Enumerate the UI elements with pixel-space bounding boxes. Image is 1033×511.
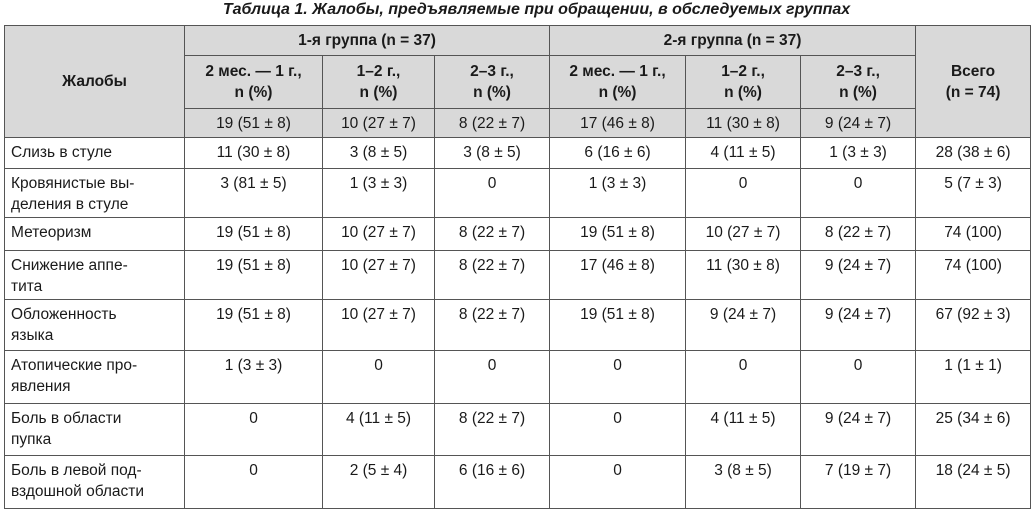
cell-value: 10 (27 ± 7) <box>322 217 435 251</box>
cell-value: 0 <box>685 168 802 218</box>
cell-value: 0 <box>800 350 917 404</box>
group-count: 10 (27 ± 7) <box>322 108 435 138</box>
data-row: Слизь в стуле 11 (30 ± 8) 3 (8 ± 5) 3 (8 ± … <box>4 137 1032 169</box>
cell-value: 3 (8 ± 5) <box>685 455 802 509</box>
cell-value: 67 (92 ± 3) <box>915 299 1032 351</box>
cell-value: 11 (30 ± 8) <box>184 137 323 169</box>
header-row: Жалобы 1-я группа (n = 37) 2-я группа (n =… <box>4 25 1032 138</box>
cell-value: 3 (8 ± 5) <box>322 137 435 169</box>
group-count: 19 (51 ± 8) <box>184 108 323 138</box>
cell-value: 10 (27 ± 7) <box>322 250 435 300</box>
cell-value: 19 (51 ± 8) <box>549 299 687 351</box>
count-row: 19 (51 ± 8) 10 (27 ± 7) 8 (22 ± 7) 17 (46 ±… <box>5 108 1031 138</box>
cell-value: 74 (100) <box>915 217 1032 251</box>
table-body: Слизь в стуле 11 (30 ± 8) 3 (8 ± 5) 3 (8 ± … <box>4 137 1032 509</box>
age-header: 2–3 г., n (%) <box>433 55 551 109</box>
cell-value: 0 <box>549 350 687 404</box>
cell-value: 9 (24 ± 7) <box>685 299 802 351</box>
cell-value: 25 (34 ± 6) <box>915 403 1032 456</box>
cell-value: 4 (11 ± 5) <box>685 403 802 456</box>
cell-value: 17 (46 ± 8) <box>549 250 687 300</box>
data-row: Атопические про- явления 1 (3 ± 3) 0 0 0 0 0 1 … <box>4 350 1032 404</box>
age-header: 1–2 г., n (%) <box>322 55 435 109</box>
cell-value: 0 <box>685 350 802 404</box>
complaint-label: Метеоризм <box>4 217 185 251</box>
cell-value: 1 (3 ± 3) <box>322 168 435 218</box>
data-row: Боль в области пупка 0 4 (11 ± 5) 8 (22 ± 7… <box>4 403 1032 456</box>
cell-value: 1 (3 ± 3) <box>549 168 687 218</box>
group-count: 17 (46 ± 8) <box>549 108 687 138</box>
cell-value: 74 (100) <box>915 250 1032 300</box>
complaints-header: Жалобы <box>4 25 185 138</box>
complaint-label: Боль в области пупка <box>4 403 185 456</box>
cell-value: 0 <box>184 455 323 509</box>
group-count: 9 (24 ± 7) <box>800 108 917 138</box>
cell-value: 8 (22 ± 7) <box>433 217 551 251</box>
cell-value: 0 <box>322 350 435 404</box>
data-row: Метеоризм 19 (51 ± 8) 10 (27 ± 7) 8 (22 ± 7… <box>4 217 1032 251</box>
data-row: Снижение аппе- тита 19 (51 ± 8) 10 (27 ± 7… <box>4 250 1032 300</box>
cell-value: 1 (1 ± 1) <box>915 350 1032 404</box>
cell-value: 28 (38 ± 6) <box>915 137 1032 169</box>
data-row: Кровянистые вы- деления в стуле 3 (81 ± 5… <box>4 168 1032 218</box>
cell-value: 8 (22 ± 7) <box>800 217 917 251</box>
table-head: Жалобы 1-я группа (n = 37) 2-я группа (n =… <box>4 25 1032 138</box>
cell-value: 19 (51 ± 8) <box>184 217 323 251</box>
age-header: 1–2 г., n (%) <box>685 55 802 109</box>
table-title: Таблица 1. Жалобы, предъявляемые при обр… <box>222 1 851 18</box>
subheader-row: 2 мес. — 1 г., n (%) 1–2 г., n (%) 2–3 г.,… <box>5 55 1031 109</box>
total-header: Всего (n = 74) <box>915 25 1032 138</box>
age-header: 2–3 г., n (%) <box>800 55 917 109</box>
cell-value: 19 (51 ± 8) <box>184 250 323 300</box>
cell-value: 18 (24 ± 5) <box>915 455 1032 509</box>
cell-value: 9 (24 ± 7) <box>800 299 917 351</box>
cell-value: 4 (11 ± 5) <box>685 137 802 169</box>
cell-value: 5 (7 ± 3) <box>915 168 1032 218</box>
data-row: Обложенность языка 19 (51 ± 8) 10 (27 ± 7)… <box>4 299 1032 351</box>
cell-value: 3 (81 ± 5) <box>184 168 323 218</box>
cell-value: 0 <box>549 455 687 509</box>
data-row: Боль в левой под- вздошной области 0 2 (5 … <box>4 455 1032 509</box>
cell-value: 0 <box>433 168 551 218</box>
cell-value: 8 (22 ± 7) <box>433 299 551 351</box>
cell-value: 2 (5 ± 4) <box>322 455 435 509</box>
cell-value: 11 (30 ± 8) <box>685 250 802 300</box>
cell-value: 19 (51 ± 8) <box>549 217 687 251</box>
cell-value: 0 <box>184 403 323 456</box>
cell-value: 6 (16 ± 6) <box>433 455 551 509</box>
cell-value: 8 (22 ± 7) <box>433 403 551 456</box>
cell-value: 3 (8 ± 5) <box>433 137 551 169</box>
complaint-label: Кровянистые вы- деления в стуле <box>4 168 185 218</box>
cell-value: 7 (19 ± 7) <box>800 455 917 509</box>
age-header: 2 мес. — 1 г., n (%) <box>184 55 323 109</box>
cell-value: 1 (3 ± 3) <box>800 137 917 169</box>
complaint-label: Слизь в стуле <box>4 137 185 169</box>
group-header: 1-я группа (n = 37) <box>183 25 551 56</box>
group-header: 2-я группа (n = 37) <box>549 25 917 56</box>
complaint-label: Обложенность языка <box>4 299 185 351</box>
group-count: 11 (30 ± 8) <box>685 108 802 138</box>
cell-value: 6 (16 ± 6) <box>549 137 687 169</box>
cell-value: 9 (24 ± 7) <box>800 403 917 456</box>
cell-value: 10 (27 ± 7) <box>322 299 435 351</box>
complaint-label: Снижение аппе- тита <box>4 250 185 300</box>
complaints-table: Жалобы 1-я группа (n = 37) 2-я группа (n =… <box>4 25 1032 509</box>
complaint-label: Боль в левой под- вздошной области <box>4 455 185 509</box>
cell-value: 0 <box>800 168 917 218</box>
cell-value: 0 <box>549 403 687 456</box>
cell-value: 4 (11 ± 5) <box>322 403 435 456</box>
cell-value: 10 (27 ± 7) <box>685 217 802 251</box>
cell-value: 9 (24 ± 7) <box>800 250 917 300</box>
cell-value: 8 (22 ± 7) <box>433 250 551 300</box>
cell-value: 1 (3 ± 3) <box>184 350 323 404</box>
cell-value: 0 <box>433 350 551 404</box>
cell-value: 19 (51 ± 8) <box>184 299 323 351</box>
group-count: 8 (22 ± 7) <box>433 108 551 138</box>
complaint-label: Атопические про- явления <box>4 350 185 404</box>
age-header: 2 мес. — 1 г., n (%) <box>549 55 687 109</box>
